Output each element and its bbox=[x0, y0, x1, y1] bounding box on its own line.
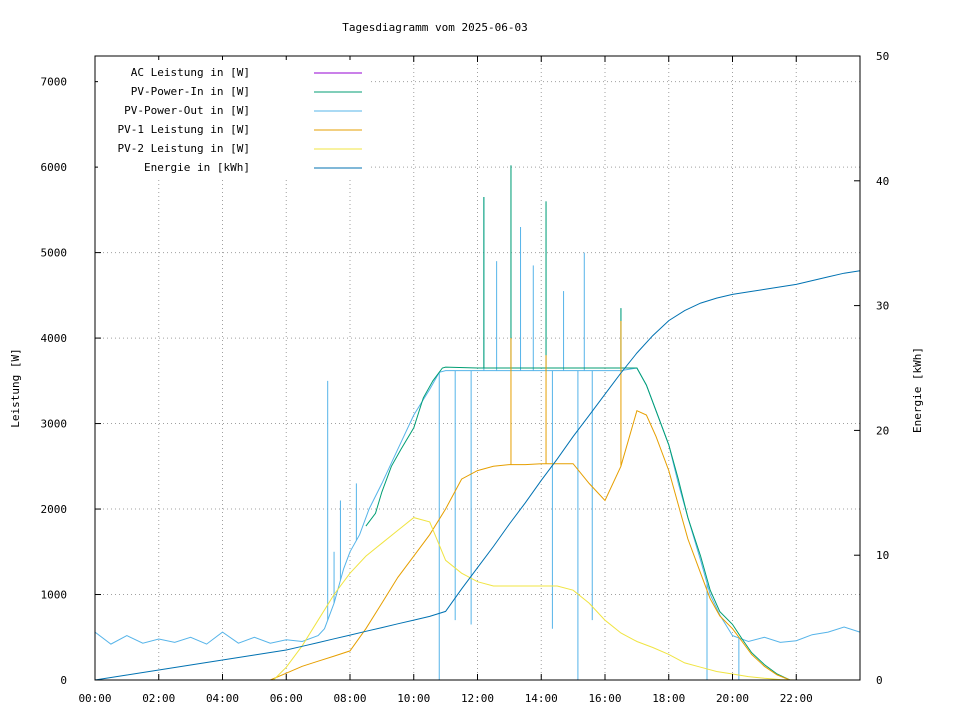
axes: 00:00 02:00 04:00 06:00 08:00 10:00 12:00 14:00… bbox=[41, 50, 890, 705]
series-line-2 bbox=[270, 410, 791, 681]
legend-label: PV-Power-Out in [W] bbox=[124, 104, 250, 117]
y2-tick-label: 20 bbox=[876, 424, 889, 437]
y-tick-label: 2000 bbox=[41, 503, 68, 516]
x-tick-label: 08:00 bbox=[333, 692, 366, 705]
y-tick-label: 6000 bbox=[41, 161, 68, 174]
y-tick-label: 5000 bbox=[41, 247, 68, 260]
x-tick-label: 06:00 bbox=[270, 692, 303, 705]
series-layer bbox=[94, 165, 861, 681]
y-tick-label: 1000 bbox=[41, 589, 68, 602]
chart-title: Tagesdiagramm vom 2025-06-03 bbox=[342, 21, 527, 34]
y-tick-label: 7000 bbox=[41, 76, 68, 89]
y-tick-label: 0 bbox=[60, 674, 67, 687]
y2-tick-label: 10 bbox=[876, 549, 889, 562]
legend-background bbox=[98, 60, 368, 178]
x-tick-label: 22:00 bbox=[780, 692, 813, 705]
y-tick-label: 4000 bbox=[41, 332, 68, 345]
series-line-4 bbox=[94, 270, 861, 681]
legend-label: AC Leistung in [W] bbox=[131, 66, 250, 79]
y-tick-label: 3000 bbox=[41, 418, 68, 431]
legend-label: Energie in [kWh] bbox=[144, 161, 250, 174]
y2-tick-label: 50 bbox=[876, 50, 889, 63]
y2-tick-label: 0 bbox=[876, 674, 883, 687]
y2-tick-label: 40 bbox=[876, 175, 889, 188]
y2-axis-label: Energie [kWh] bbox=[911, 347, 924, 433]
x-tick-label: 16:00 bbox=[588, 692, 621, 705]
legend: AC Leistung in [W] PV-Power-In in [W] PV-P… bbox=[98, 60, 368, 178]
x-tick-label: 02:00 bbox=[142, 692, 175, 705]
legend-label: PV-2 Leistung in [W] bbox=[118, 142, 250, 155]
x-tick-label: 12:00 bbox=[461, 692, 494, 705]
x-tick-label: 10:00 bbox=[397, 692, 430, 705]
x-tick-label: 18:00 bbox=[652, 692, 685, 705]
x-tick-label: 00:00 bbox=[78, 692, 111, 705]
x-tick-label: 04:00 bbox=[206, 692, 239, 705]
x-tick-label: 20:00 bbox=[716, 692, 749, 705]
y2-tick-label: 30 bbox=[876, 300, 889, 313]
legend-label: PV-1 Leistung in [W] bbox=[118, 123, 250, 136]
legend-label: PV-Power-In in [W] bbox=[131, 85, 250, 98]
series-line-0 bbox=[94, 367, 861, 645]
x-tick-label: 14:00 bbox=[525, 692, 558, 705]
y-axis-label: Leistung [W] bbox=[9, 348, 22, 427]
series-line-3 bbox=[273, 517, 797, 681]
